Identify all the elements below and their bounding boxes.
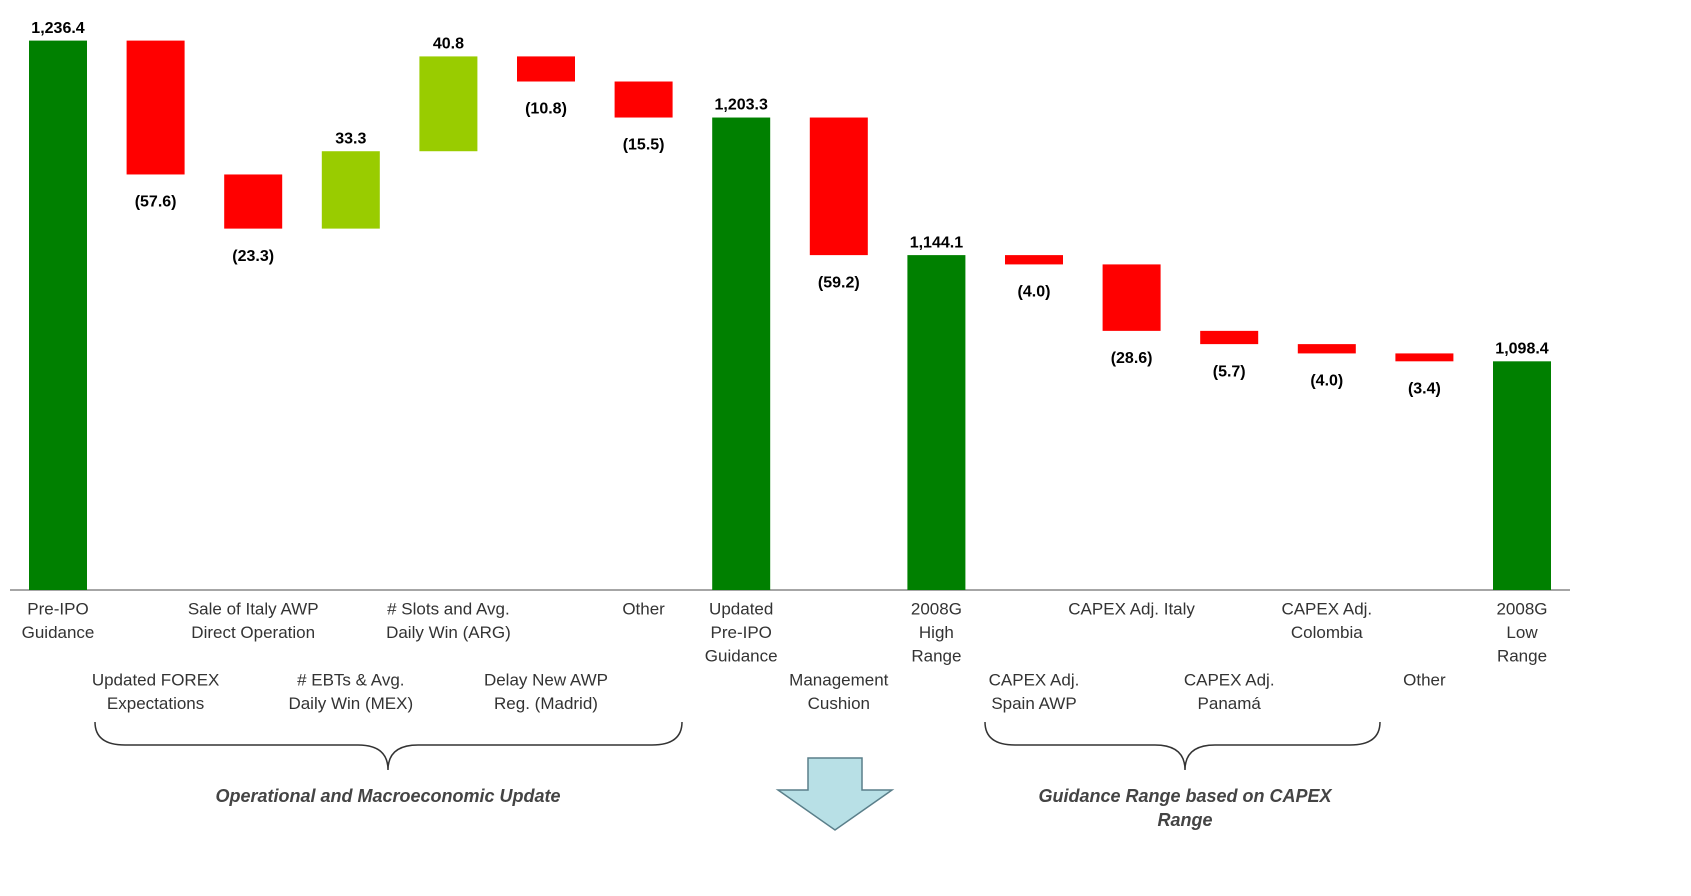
x-tick-label: Delay New AWP [484, 670, 608, 689]
x-tick-label: Range [1497, 646, 1547, 665]
x-tick-label: Guidance [22, 623, 95, 642]
value-label: (5.7) [1213, 363, 1246, 380]
x-tick-label: Range [911, 646, 961, 665]
x-tick-label: Sale of Italy AWP [188, 599, 319, 618]
x-tick-label: Guidance [705, 646, 778, 665]
x-tick-label: Pre-IPO [710, 623, 771, 642]
x-tick-label: Panamá [1198, 694, 1262, 713]
bar [517, 56, 575, 82]
value-label: 1,236.4 [31, 20, 84, 37]
bar [29, 40, 87, 591]
value-label: (4.0) [1018, 284, 1051, 301]
bar [126, 40, 185, 175]
x-tick-label: Other [1403, 670, 1446, 689]
x-tick-label: # Slots and Avg. [387, 599, 510, 618]
x-tick-label: High [919, 623, 954, 642]
x-tick-label: Spain AWP [991, 694, 1076, 713]
x-tick-label: Low [1506, 623, 1538, 642]
x-tick-label: 2008G [1496, 599, 1547, 618]
value-label: (4.0) [1310, 373, 1343, 390]
value-label: (59.2) [818, 274, 860, 291]
bar [1005, 255, 1063, 265]
bar [419, 56, 478, 152]
x-tick-label: Updated [709, 599, 773, 618]
group-brace [94, 721, 683, 771]
bar [1493, 361, 1551, 590]
bar [809, 117, 868, 256]
bar [321, 151, 380, 229]
value-label: (28.6) [1111, 350, 1153, 367]
down-arrow [775, 757, 895, 831]
group-brace [984, 721, 1381, 771]
bar [1102, 264, 1161, 331]
x-tick-label: Colombia [1291, 623, 1363, 642]
value-label: 33.3 [335, 130, 366, 147]
bar [712, 117, 771, 591]
value-label: 40.8 [433, 36, 464, 53]
x-tick-label: CAPEX Adj. Italy [1068, 599, 1195, 618]
value-label: 1,098.4 [1495, 341, 1548, 358]
bar [1200, 330, 1259, 345]
x-tick-label: CAPEX Adj. [1184, 670, 1275, 689]
x-tick-label: Reg. (Madrid) [494, 694, 598, 713]
x-tick-label: Pre-IPO [27, 599, 88, 618]
x-tick-label: Expectations [107, 694, 204, 713]
bar [614, 81, 673, 118]
group-label: Guidance Range based on CAPEX [1038, 786, 1332, 806]
group-label: Range [1157, 810, 1212, 830]
x-tick-label: 2008G [911, 599, 962, 618]
x-tick-label: CAPEX Adj. [1281, 599, 1372, 618]
bar [1395, 353, 1454, 362]
bar [224, 174, 283, 229]
x-tick-label: Other [622, 599, 665, 618]
x-tick-label: Management [789, 670, 889, 689]
value-label: (10.8) [525, 101, 567, 118]
group-label: Operational and Macroeconomic Update [215, 786, 560, 806]
value-label: (3.4) [1408, 381, 1441, 398]
bar [1297, 344, 1356, 354]
x-tick-label: CAPEX Adj. [989, 670, 1080, 689]
bar [907, 255, 966, 590]
value-label: 1,144.1 [910, 234, 963, 251]
x-tick-label: Cushion [808, 694, 870, 713]
value-label: (57.6) [135, 194, 177, 211]
x-tick-label: Daily Win (ARG) [386, 623, 511, 642]
x-tick-label: # EBTs & Avg. [297, 670, 404, 689]
x-tick-label: Updated FOREX [92, 670, 220, 689]
value-label: (15.5) [623, 137, 665, 154]
x-tick-label: Direct Operation [191, 623, 315, 642]
value-label: 1,203.3 [715, 97, 768, 114]
x-tick-label: Daily Win (MEX) [288, 694, 413, 713]
value-label: (23.3) [232, 248, 274, 265]
